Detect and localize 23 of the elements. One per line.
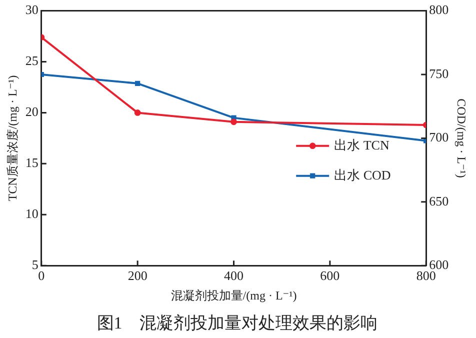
y2-tick-label: 750	[429, 66, 449, 81]
legend-label: 出水 TCN	[334, 137, 390, 152]
y-tick-label: 20	[25, 104, 38, 120]
legend-label: 出水 COD	[334, 167, 391, 182]
x-tick-label: 400	[224, 268, 244, 283]
x-tick-label: 600	[320, 268, 340, 283]
point	[231, 115, 236, 120]
point	[135, 80, 140, 86]
x-tick-label: 0	[38, 268, 45, 283]
y2-tick-label: 650	[429, 193, 449, 208]
y-tick-label: 30	[25, 2, 38, 18]
x-tick-label: 200	[128, 268, 148, 283]
y-tick-label: 25	[25, 53, 38, 68]
y2-tick-label: 800	[429, 2, 449, 18]
y2-tick-label: 700	[429, 130, 449, 145]
y-tick-label: 15	[25, 155, 38, 170]
y-tick-label: 10	[25, 206, 38, 222]
y-axis-title: TCN质量浓度/(mg · L⁻¹)	[5, 75, 20, 202]
text: 图1 混凝剂投加量对处理效果的影响	[96, 313, 378, 332]
point	[230, 118, 237, 126]
y-tick-label: 5	[32, 257, 38, 272]
x-axis-title: 混凝剂投加量/(mg · L⁻¹)	[170, 288, 297, 303]
y2-axis-title: COD/(mg · L⁻¹)	[454, 98, 469, 178]
